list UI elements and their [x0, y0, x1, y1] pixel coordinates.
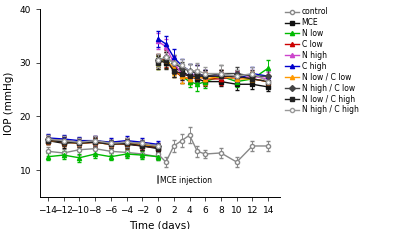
- X-axis label: Time (days): Time (days): [129, 221, 191, 229]
- Legend: control, MCE, N low, C low, N high, C high, N low / C low, N high / C low, N low: control, MCE, N low, C low, N high, C hi…: [285, 7, 358, 114]
- Text: MCE injection: MCE injection: [160, 176, 212, 185]
- Y-axis label: IOP (mmHg): IOP (mmHg): [4, 71, 14, 135]
